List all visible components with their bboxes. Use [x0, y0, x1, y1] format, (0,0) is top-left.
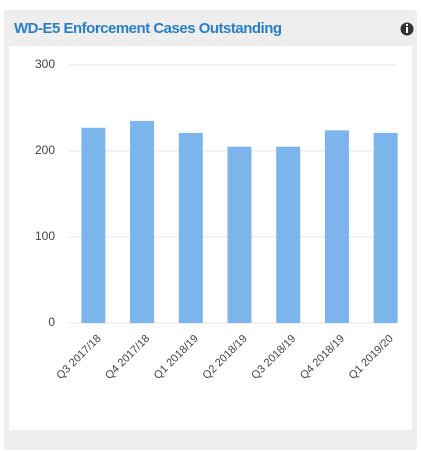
y-tick-label: 300	[35, 57, 55, 71]
y-tick-label: 200	[35, 143, 55, 157]
y-tick-label: 0	[48, 315, 55, 329]
chart-title: WD-E5 Enforcement Cases Outstanding	[14, 20, 282, 37]
bar	[81, 127, 106, 323]
info-icon[interactable]	[400, 22, 414, 36]
bar	[276, 146, 301, 323]
bar	[130, 120, 155, 324]
bar	[178, 132, 203, 323]
bar	[324, 130, 349, 323]
bar	[373, 132, 398, 323]
bar	[227, 146, 252, 323]
y-tick-label: 100	[35, 229, 55, 243]
